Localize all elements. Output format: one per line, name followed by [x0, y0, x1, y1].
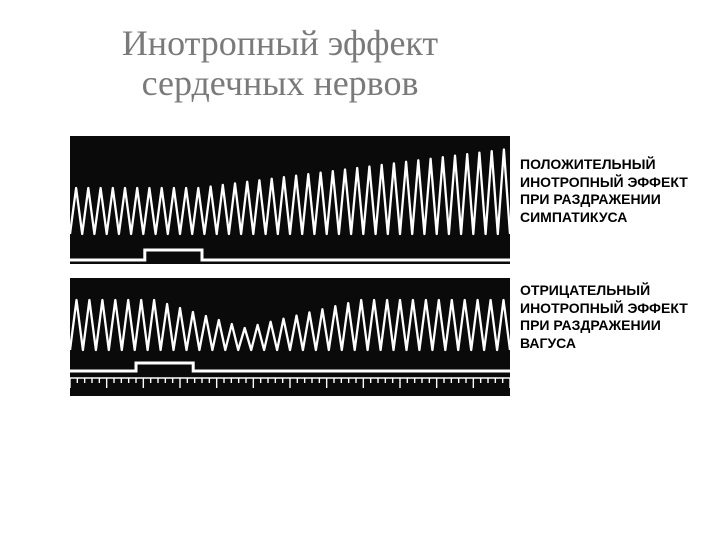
physiograph-figure — [70, 136, 510, 396]
physiograph-svg — [70, 136, 510, 396]
label-positive-inotropic: ПОЛОЖИТЕЛЬНЫЙ ИНОТРОПНЫЙ ЭФФЕКТ ПРИ РАЗД… — [520, 156, 710, 226]
slide-title: Инотропный эффект сердечных нервов — [80, 24, 480, 103]
slide: Инотропный эффект сердечных нервов ПОЛОЖ… — [0, 0, 720, 540]
label-negative-inotropic: ОТРИЦАТЕЛЬНЫЙ ИНОТРОПНЫЙ ЭФФЕКТ ПРИ РАЗД… — [520, 282, 710, 352]
